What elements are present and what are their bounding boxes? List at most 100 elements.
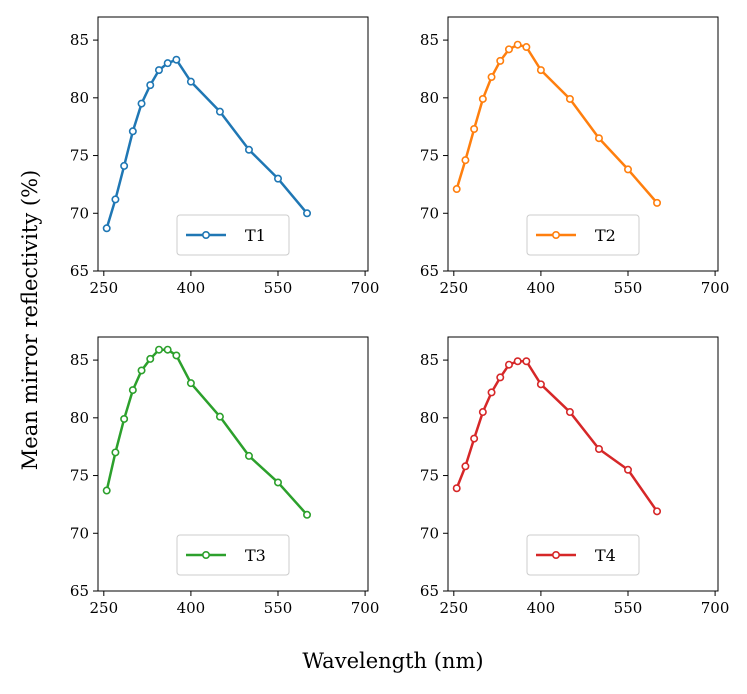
legend-frame: [176, 214, 290, 256]
x-tick-label: 700: [701, 279, 730, 297]
legend-label: T1: [245, 226, 266, 245]
legend-marker: [551, 550, 560, 559]
data-point: [623, 465, 632, 474]
y-tick-label: 80: [420, 89, 439, 107]
data-point: [163, 59, 172, 68]
data-point: [154, 66, 163, 75]
data-point: [452, 484, 461, 493]
data-point: [594, 444, 603, 453]
x-tick-label: 550: [614, 599, 643, 617]
subplot-t3: 250 400 550 700 65 70 75 80 85 T3: [70, 336, 380, 617]
legend: T4: [526, 534, 640, 576]
data-point: [565, 408, 574, 417]
data-point: [478, 94, 487, 103]
x-tick-label: 400: [177, 599, 206, 617]
y-tick-label: 70: [420, 524, 439, 542]
data-point: [186, 379, 195, 388]
legend-marker: [551, 231, 560, 240]
data-point: [536, 380, 545, 389]
y-tick-label: 85: [420, 351, 439, 369]
y-tick-label: 80: [70, 89, 89, 107]
series-line-t1: [105, 58, 308, 229]
data-point: [137, 99, 146, 108]
legend-label: T2: [595, 226, 616, 245]
x-tick-label: 250: [89, 279, 118, 297]
data-point: [102, 486, 111, 495]
legend-label: T4: [595, 546, 616, 565]
data-point: [623, 165, 632, 174]
subplot-t2: 250 400 550 700 65 70 75 80 85 T2: [420, 16, 730, 297]
data-point: [215, 107, 224, 116]
subplot-t4: 250 400 550 700 65 70 75 80 85 T4: [420, 336, 729, 617]
y-tick-label: 75: [70, 467, 89, 485]
data-point: [594, 134, 603, 143]
data-point: [522, 43, 531, 52]
data-point: [273, 174, 282, 183]
data-point: [470, 434, 479, 443]
data-point: [461, 462, 470, 471]
x-tick-label: 400: [527, 599, 556, 617]
data-point: [244, 145, 253, 154]
data-point: [146, 81, 155, 90]
data-point: [215, 412, 224, 421]
series-line-t2: [455, 43, 658, 204]
axes-frame: [447, 16, 719, 272]
y-tick-label: 65: [70, 582, 89, 600]
legend-frame: [526, 534, 640, 576]
series-line-t4: [455, 360, 659, 513]
y-axis-title: Mean mirror reflectivity (%): [18, 170, 42, 470]
data-point: [522, 357, 531, 366]
x-tick-label: 250: [89, 599, 118, 617]
y-tick-label: 70: [70, 204, 89, 222]
y-tick-label: 65: [70, 262, 89, 280]
data-point: [653, 507, 662, 516]
data-point: [504, 45, 513, 54]
x-tick-label: 400: [527, 279, 556, 297]
legend-label: T3: [245, 546, 266, 565]
x-tick-label: 250: [439, 279, 468, 297]
y-tick-label: 80: [70, 409, 89, 427]
y-tick-label: 75: [420, 147, 439, 165]
data-point: [496, 373, 505, 382]
data-point: [172, 351, 181, 360]
data-point: [487, 73, 496, 82]
axes-frame: [97, 16, 369, 272]
data-point: [303, 510, 312, 519]
y-tick-label: 75: [420, 467, 439, 485]
legend-frame: [526, 214, 640, 256]
data-point: [111, 448, 120, 457]
legend: T3: [176, 534, 290, 576]
x-tick-label: 400: [177, 279, 206, 297]
x-tick-label: 550: [614, 279, 643, 297]
data-point: [303, 209, 312, 218]
x-tick-label: 700: [351, 599, 380, 617]
data-point: [487, 388, 496, 397]
x-tick-label: 550: [264, 279, 293, 297]
data-point: [504, 360, 513, 369]
data-point: [513, 357, 522, 366]
data-point: [470, 124, 479, 133]
data-point: [111, 195, 120, 204]
data-point: [565, 94, 574, 103]
y-tick-label: 75: [70, 147, 89, 165]
subplots: 250 400 550 700 65 70 75 80 85 T1 250 400 550 700 65 70…: [70, 16, 730, 617]
legend-frame: [176, 534, 290, 576]
subplot-t1: 250 400 550 700 65 70 75 80 85 T1: [70, 16, 379, 297]
x-tick-label: 250: [439, 599, 468, 617]
legend: T2: [526, 214, 640, 256]
data-point: [536, 66, 545, 75]
axes-frame: [97, 336, 369, 592]
data-point: [478, 408, 487, 417]
series-line-t3: [105, 348, 308, 516]
x-tick-label: 550: [264, 599, 293, 617]
y-tick-label: 85: [70, 31, 89, 49]
data-point: [452, 185, 461, 194]
data-point: [120, 414, 129, 423]
axes-frame: [447, 336, 719, 592]
data-point: [461, 156, 470, 165]
y-tick-label: 70: [420, 204, 439, 222]
legend-marker: [202, 550, 211, 559]
data-point: [146, 354, 155, 363]
